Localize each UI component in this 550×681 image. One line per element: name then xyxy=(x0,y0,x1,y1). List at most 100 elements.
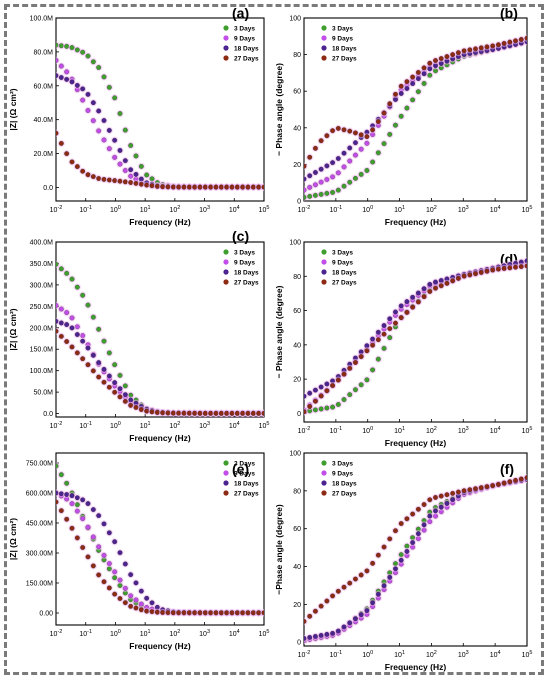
markers-group xyxy=(304,34,527,201)
data-point xyxy=(58,63,64,69)
data-point xyxy=(307,184,313,190)
data-point xyxy=(450,278,456,284)
x-tick-label: 104 xyxy=(229,205,240,214)
data-point xyxy=(58,75,64,80)
legend-marker xyxy=(223,259,229,265)
data-point xyxy=(112,137,118,143)
x-tick-label: 101 xyxy=(140,205,151,214)
markers-group xyxy=(56,41,264,191)
y-tick-label: 100.0M xyxy=(30,368,54,375)
data-point xyxy=(181,184,187,190)
data-point xyxy=(90,507,96,513)
data-point xyxy=(427,497,433,503)
data-point xyxy=(117,148,123,153)
data-point xyxy=(101,338,107,344)
data-point xyxy=(375,150,381,156)
x-tick-label: 101 xyxy=(394,205,405,214)
data-point xyxy=(128,402,134,408)
data-point xyxy=(69,525,75,531)
data-point xyxy=(250,610,256,616)
x-tick-label: 101 xyxy=(394,650,405,659)
y-axis-label: − Phase angle (degree) xyxy=(274,285,284,378)
data-point xyxy=(341,127,347,133)
x-tick-label: 10-2 xyxy=(50,629,63,638)
data-point xyxy=(353,387,358,393)
data-point xyxy=(473,271,478,277)
legend-label: 9 Days xyxy=(332,35,353,42)
data-point xyxy=(160,410,166,416)
data-point xyxy=(112,380,118,386)
x-axis-label: Frequency (Hz) xyxy=(129,433,191,443)
data-point xyxy=(438,283,444,289)
data-point xyxy=(318,384,324,390)
data-point xyxy=(353,152,358,158)
legend-marker xyxy=(223,279,229,285)
data-point xyxy=(398,315,404,321)
data-point xyxy=(518,264,524,270)
x-axis-label: Frequency (Hz) xyxy=(385,438,447,448)
data-point xyxy=(117,394,123,400)
data-point xyxy=(313,170,318,175)
legend-label: 9 Days xyxy=(332,259,353,266)
x-tick-label: 103 xyxy=(199,629,210,638)
data-point xyxy=(197,410,203,416)
data-point xyxy=(149,600,155,606)
data-point xyxy=(69,501,75,507)
data-point xyxy=(501,480,507,486)
data-point xyxy=(495,266,501,272)
legend-marker xyxy=(223,480,229,486)
data-point xyxy=(208,610,214,616)
data-point xyxy=(133,605,139,611)
data-point xyxy=(307,634,313,640)
data-point xyxy=(353,616,358,622)
data-point xyxy=(415,76,421,82)
data-point xyxy=(138,601,144,607)
data-point xyxy=(106,350,112,356)
data-point xyxy=(80,516,86,522)
x-tick-label: 104 xyxy=(490,650,501,659)
y-tick-label: 750.00M xyxy=(26,461,53,468)
data-point xyxy=(513,38,518,44)
data-point xyxy=(473,46,478,52)
x-tick-label: 10-2 xyxy=(50,421,63,430)
data-point xyxy=(85,91,91,97)
data-point xyxy=(69,344,75,350)
x-tick-label: 102 xyxy=(426,650,437,659)
data-point xyxy=(495,481,501,487)
data-point xyxy=(117,386,123,392)
data-point xyxy=(353,130,358,136)
data-point xyxy=(69,276,75,282)
x-tick-label: 105 xyxy=(259,421,270,430)
data-point xyxy=(117,161,123,167)
data-point xyxy=(347,580,353,586)
y-tick-label: 60 xyxy=(293,526,301,533)
data-point xyxy=(404,299,410,305)
x-tick-label: 103 xyxy=(199,205,210,214)
y-tick-label: 40.0M xyxy=(34,117,54,124)
data-point xyxy=(330,593,336,599)
data-point xyxy=(80,497,86,503)
data-point xyxy=(438,56,444,61)
panel-label: (a) xyxy=(232,5,249,21)
data-point xyxy=(353,576,358,582)
data-point xyxy=(192,410,198,416)
data-point xyxy=(347,145,353,151)
data-point xyxy=(96,513,102,519)
x-tick-label: 105 xyxy=(522,650,533,659)
data-point xyxy=(427,281,433,287)
y-tick-label: 350.0M xyxy=(30,261,54,268)
data-point xyxy=(478,269,484,275)
data-point xyxy=(433,508,438,514)
data-point xyxy=(318,166,324,172)
chart-panel-f: 0 20 40 60 80 100 10-2 10-1 100 101 102 103 104 105 Fr… xyxy=(274,451,532,673)
data-point xyxy=(518,476,524,482)
data-point xyxy=(128,572,134,578)
data-point xyxy=(56,42,59,48)
x-tick-label: 102 xyxy=(169,421,180,430)
data-point xyxy=(208,410,214,416)
data-point xyxy=(438,278,444,283)
data-point xyxy=(56,73,59,79)
x-tick-label: 10-1 xyxy=(79,421,92,430)
y-tick-label: 20.0M xyxy=(34,151,54,158)
y-tick-label: 20 xyxy=(293,377,301,384)
